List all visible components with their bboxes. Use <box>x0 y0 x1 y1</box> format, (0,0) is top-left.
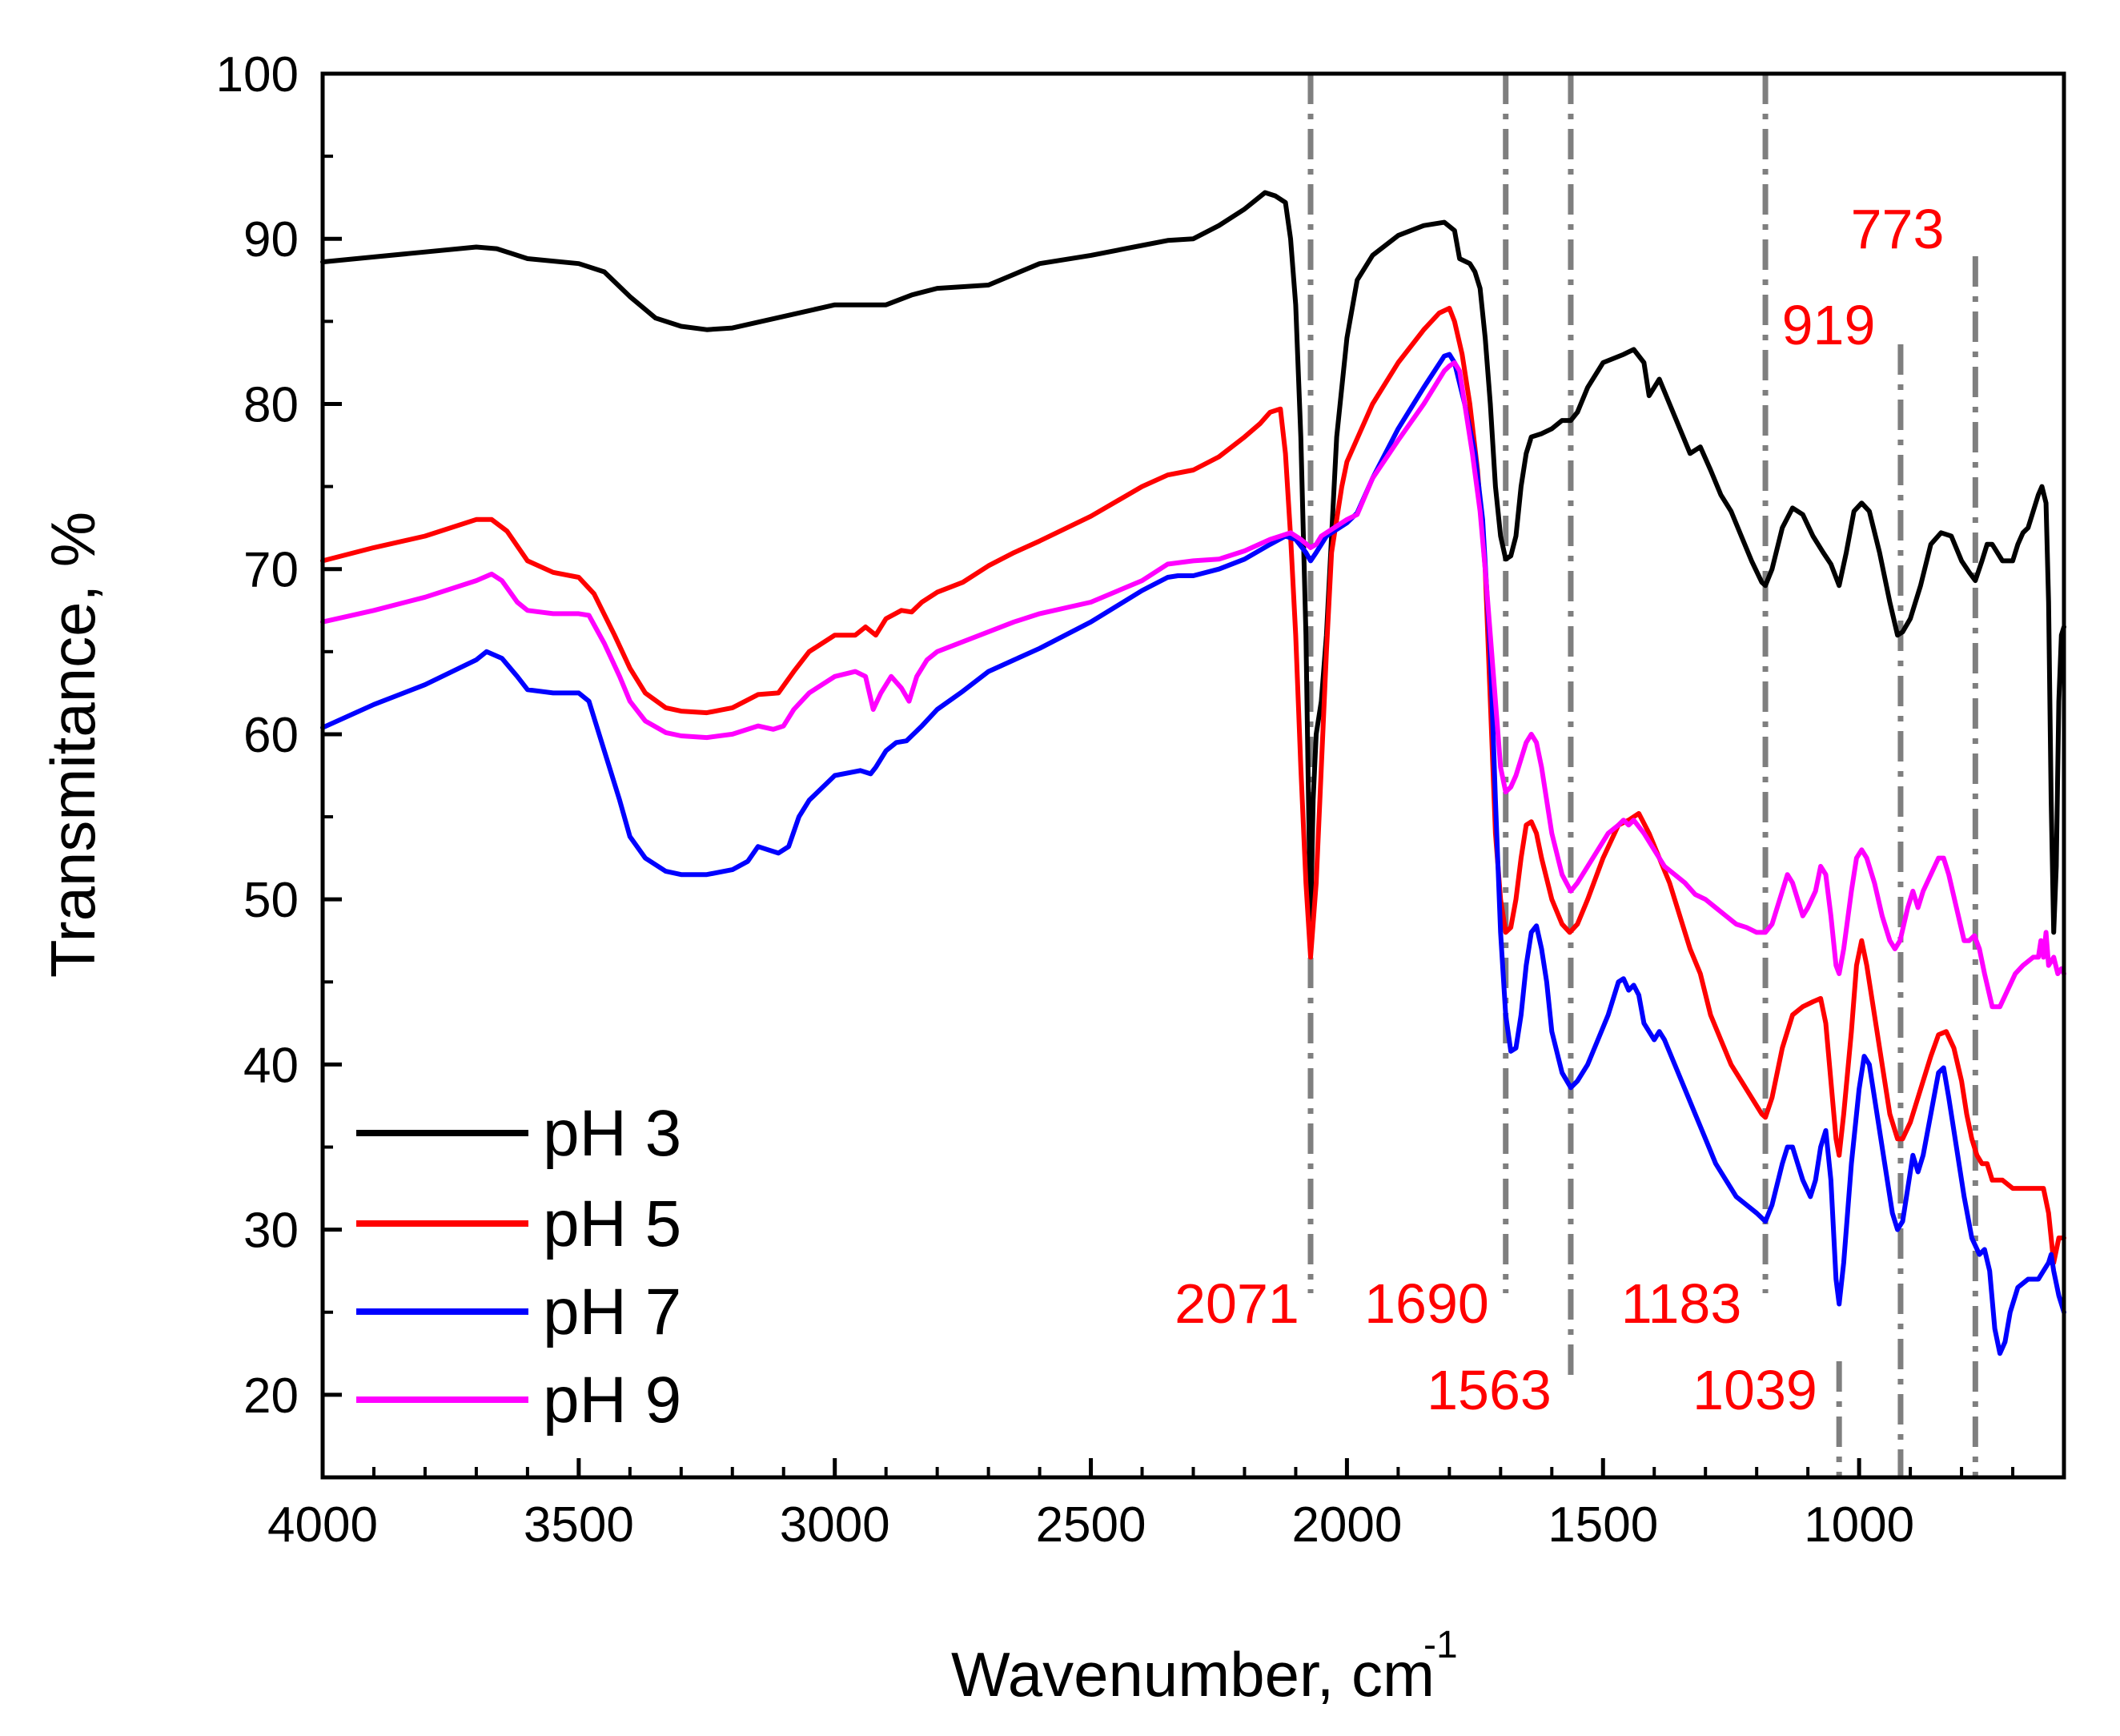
x-tick-label: 1000 <box>1804 1497 1914 1553</box>
peak-label-1563: 1563 <box>1427 1359 1552 1421</box>
series-line-ph-7 <box>320 352 2066 1356</box>
series-lines <box>320 190 2066 1356</box>
ticks: 4000 3500 3000 2500 2000 1500 1000 20 30 40 50 60 70… <box>216 47 2066 1553</box>
y-tick-label: 30 <box>243 1204 299 1259</box>
legend-label: pH 3 <box>543 1097 681 1170</box>
peak-label-919: 919 <box>1782 294 1876 356</box>
peak-label-1039: 1039 <box>1692 1359 1817 1421</box>
y-tick-label: 20 <box>243 1368 299 1424</box>
y-tick-label: 80 <box>243 377 299 432</box>
x-tick-label: 2000 <box>1291 1497 1402 1553</box>
series-line-ph-5 <box>320 305 2066 1265</box>
series-line-ph-9 <box>320 360 2066 1010</box>
peak-label-1183: 1183 <box>1621 1272 1742 1335</box>
x-tick-label: 4000 <box>267 1497 378 1553</box>
y-tick-label: 50 <box>243 873 299 928</box>
x-tick-label: 3000 <box>780 1497 890 1553</box>
series-line-ph-3 <box>320 190 2066 935</box>
legend-label: pH 7 <box>543 1276 681 1348</box>
x-tick-label: 1500 <box>1548 1497 1658 1553</box>
x-tick-label: 3500 <box>524 1497 634 1553</box>
y-tick-label: 40 <box>243 1038 299 1093</box>
peak-label-773: 773 <box>1851 198 1945 260</box>
peak-lines <box>1307 74 1978 1477</box>
peak-label-1690: 1690 <box>1364 1272 1489 1335</box>
legend-label: pH 9 <box>543 1364 681 1437</box>
x-axis-title: Wavenumber, cm <box>951 1639 1435 1710</box>
axes <box>320 71 2066 1480</box>
y-axis-title: Transmitance, % <box>38 512 108 978</box>
plot-frame <box>320 71 2066 1480</box>
y-tick-label: 70 <box>243 543 299 598</box>
x-tick-label: 2500 <box>1036 1497 1146 1553</box>
peak-label-2071: 2071 <box>1174 1272 1299 1335</box>
x-axis-title-superscript: -1 <box>1423 1624 1458 1666</box>
legend-label: pH 5 <box>543 1187 681 1260</box>
axis-titles: Wavenumber, cm-1 Transmitance, % <box>38 512 1458 1710</box>
y-tick-label: 60 <box>243 708 299 763</box>
peak-labels: 2071 1690 1563 1183 1039 919 773 <box>1174 198 1944 1421</box>
y-tick-label: 90 <box>243 212 299 267</box>
y-tick-label: 100 <box>216 47 299 102</box>
legend: pH 3 pH 5 pH 7 pH 9 <box>356 1097 681 1437</box>
